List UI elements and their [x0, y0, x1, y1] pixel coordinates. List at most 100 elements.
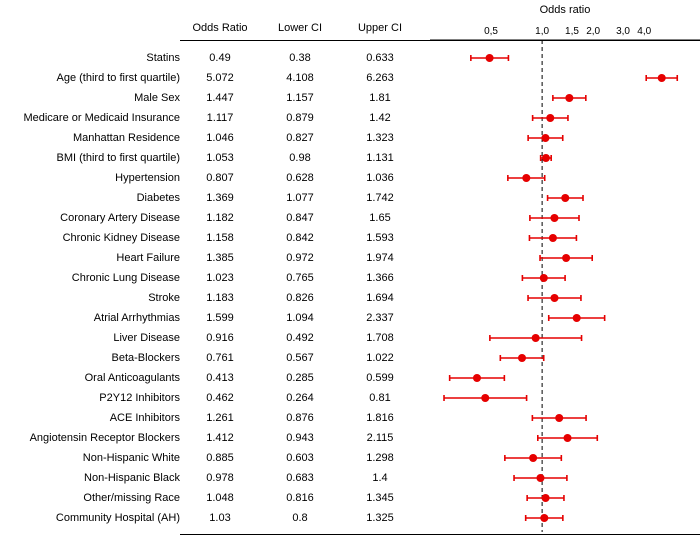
- row-lower-ci: 1.094: [260, 308, 340, 328]
- forest-row: [540, 254, 592, 262]
- row-upper-ci: 2.337: [340, 308, 420, 328]
- row-odds-ratio: 1.053: [180, 148, 260, 168]
- row-lower-ci: 0.826: [260, 288, 340, 308]
- row-upper-ci: 0.599: [340, 368, 420, 388]
- row-odds-ratio: 0.978: [180, 468, 260, 488]
- row-odds-ratio: 1.369: [180, 188, 260, 208]
- row-label: P2Y12 Inhibitors: [0, 388, 184, 408]
- forest-plot-wrapper: Odds Ratio Lower CI Upper CI Statins0.49…: [0, 0, 700, 542]
- point-marker: [532, 334, 540, 342]
- row-odds-ratio: 1.158: [180, 228, 260, 248]
- row-lower-ci: 0.492: [260, 328, 340, 348]
- table-row: Male Sex1.4471.1571.81: [0, 88, 430, 108]
- row-upper-ci: 0.633: [340, 48, 420, 68]
- forest-row: [538, 434, 598, 442]
- row-upper-ci: 1.4: [340, 468, 420, 488]
- row-odds-ratio: 1.412: [180, 428, 260, 448]
- row-lower-ci: 0.567: [260, 348, 340, 368]
- row-upper-ci: 1.323: [340, 128, 420, 148]
- row-odds-ratio: 1.447: [180, 88, 260, 108]
- point-marker: [473, 374, 481, 382]
- row-lower-ci: 4.108: [260, 68, 340, 88]
- row-label: Age (third to first quartile): [0, 68, 184, 88]
- table-row: Stroke1.1830.8261.694: [0, 288, 430, 308]
- forest-row: [522, 274, 565, 282]
- table-row: P2Y12 Inhibitors0.4620.2640.81: [0, 388, 430, 408]
- forest-row: [530, 214, 579, 222]
- point-marker: [549, 234, 557, 242]
- row-odds-ratio: 1.599: [180, 308, 260, 328]
- forest-plot-svg: 0,51,01,52,03,04,0: [430, 0, 700, 542]
- row-lower-ci: 0.879: [260, 108, 340, 128]
- row-label: Chronic Lung Disease: [0, 268, 184, 288]
- table-row: Chronic Lung Disease1.0230.7651.366: [0, 268, 430, 288]
- row-label: Community Hospital (AH): [0, 508, 184, 528]
- row-odds-ratio: 0.49: [180, 48, 260, 68]
- plot-area: Odds ratio 0,51,01,52,03,04,0: [430, 0, 700, 542]
- row-upper-ci: 1.593: [340, 228, 420, 248]
- row-lower-ci: 0.38: [260, 48, 340, 68]
- row-label: Oral Anticoagulants: [0, 368, 184, 388]
- axis-tick-label: 2,0: [586, 26, 600, 37]
- row-lower-ci: 0.8: [260, 508, 340, 528]
- table-row: Non-Hispanic Black0.9780.6831.4: [0, 468, 430, 488]
- row-odds-ratio: 1.385: [180, 248, 260, 268]
- row-upper-ci: 6.263: [340, 68, 420, 88]
- row-label: Medicare or Medicaid Insurance: [0, 108, 184, 128]
- forest-row: [508, 174, 545, 182]
- table-row: Hypertension0.8070.6281.036: [0, 168, 430, 188]
- point-marker: [546, 114, 554, 122]
- point-marker: [542, 154, 550, 162]
- table-row: Manhattan Residence1.0460.8271.323: [0, 128, 430, 148]
- axis-tick-label: 1,5: [565, 26, 579, 37]
- row-upper-ci: 1.694: [340, 288, 420, 308]
- row-label: Diabetes: [0, 188, 184, 208]
- row-lower-ci: 0.683: [260, 468, 340, 488]
- point-marker: [540, 514, 548, 522]
- table-area: Odds Ratio Lower CI Upper CI Statins0.49…: [0, 0, 430, 542]
- row-upper-ci: 1.131: [340, 148, 420, 168]
- header-lower-ci: Lower CI: [260, 22, 340, 34]
- row-label: Chronic Kidney Disease: [0, 228, 184, 248]
- point-marker: [522, 174, 530, 182]
- table-row: Statins0.490.380.633: [0, 48, 430, 68]
- row-label: Beta-Blockers: [0, 348, 184, 368]
- row-odds-ratio: 1.261: [180, 408, 260, 428]
- forest-row: [514, 474, 567, 482]
- row-upper-ci: 1.65: [340, 208, 420, 228]
- table-row: BMI (third to first quartile)1.0530.981.…: [0, 148, 430, 168]
- point-marker: [565, 94, 573, 102]
- row-label: Statins: [0, 48, 184, 68]
- bottom-rule: [180, 534, 700, 535]
- table-row: Liver Disease0.9160.4921.708: [0, 328, 430, 348]
- table-row: Other/missing Race1.0480.8161.345: [0, 488, 430, 508]
- forest-row: [553, 94, 586, 102]
- row-odds-ratio: 5.072: [180, 68, 260, 88]
- point-marker: [541, 134, 549, 142]
- row-label: Manhattan Residence: [0, 128, 184, 148]
- table-row: Beta-Blockers0.7610.5671.022: [0, 348, 430, 368]
- point-marker: [564, 434, 572, 442]
- row-odds-ratio: 1.03: [180, 508, 260, 528]
- row-upper-ci: 1.022: [340, 348, 420, 368]
- row-odds-ratio: 0.413: [180, 368, 260, 388]
- row-upper-ci: 1.742: [340, 188, 420, 208]
- row-odds-ratio: 0.761: [180, 348, 260, 368]
- point-marker: [486, 54, 494, 62]
- row-lower-ci: 0.285: [260, 368, 340, 388]
- axis-tick-label: 4,0: [637, 26, 651, 37]
- point-marker: [550, 214, 558, 222]
- row-upper-ci: 1.974: [340, 248, 420, 268]
- header-odds-ratio: Odds Ratio: [180, 22, 260, 34]
- row-lower-ci: 0.816: [260, 488, 340, 508]
- forest-row: [529, 234, 576, 242]
- point-marker: [542, 494, 550, 502]
- row-label: ACE Inhibitors: [0, 408, 184, 428]
- row-lower-ci: 0.876: [260, 408, 340, 428]
- row-lower-ci: 0.628: [260, 168, 340, 188]
- row-label: Other/missing Race: [0, 488, 184, 508]
- row-upper-ci: 1.708: [340, 328, 420, 348]
- row-upper-ci: 1.816: [340, 408, 420, 428]
- table-header: Odds Ratio Lower CI Upper CI: [0, 22, 430, 38]
- row-lower-ci: 0.264: [260, 388, 340, 408]
